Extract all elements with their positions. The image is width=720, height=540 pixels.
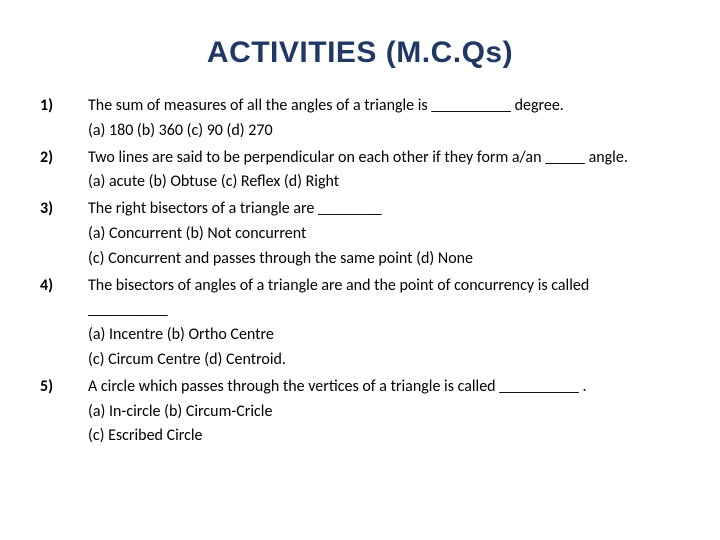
question-row: 2) Two lines are said to be perpendicula… (40, 146, 680, 196)
question-text: The sum of measures of all the angles of… (88, 94, 680, 119)
page-title: ACTIVITIES (M.C.Qs) (40, 36, 680, 70)
question-number: 2) (40, 146, 88, 171)
question-options: (c) Circum Centre (d) Centroid. (88, 348, 680, 373)
question-options: (a) In-circle (b) Circum-Cricle (88, 400, 680, 425)
question-options: (a) Incentre (b) Ortho Centre (88, 323, 680, 348)
question-text: The bisectors of angles of a triangle ar… (88, 274, 680, 299)
question-number: 5) (40, 375, 88, 400)
question-options: (a) Concurrent (b) Not concurrent (88, 222, 680, 247)
question-options: (c) Escribed Circle (88, 424, 680, 449)
question-body: A circle which passes through the vertic… (88, 375, 680, 449)
question-row: 4) The bisectors of angles of a triangle… (40, 274, 680, 373)
question-body: Two lines are said to be perpendicular o… (88, 146, 680, 196)
question-options: (a) 180 (b) 360 (c) 90 (d) 270 (88, 119, 680, 144)
question-number: 1) (40, 94, 88, 119)
question-options: (a) acute (b) Obtuse (c) Reflex (d) Righ… (88, 170, 680, 195)
question-row: 1) The sum of measures of all the angles… (40, 94, 680, 144)
question-number: 3) (40, 197, 88, 222)
question-text: A circle which passes through the vertic… (88, 375, 680, 400)
question-text: __________ (88, 298, 680, 323)
question-options: (c) Concurrent and passes through the sa… (88, 247, 680, 272)
question-body: The sum of measures of all the angles of… (88, 94, 680, 144)
question-text: The right bisectors of a triangle are __… (88, 197, 680, 222)
question-number: 4) (40, 274, 88, 299)
question-body: The right bisectors of a triangle are __… (88, 197, 680, 271)
question-text: Two lines are said to be perpendicular o… (88, 146, 680, 171)
question-body: The bisectors of angles of a triangle ar… (88, 274, 680, 373)
question-row: 3) The right bisectors of a triangle are… (40, 197, 680, 271)
question-row: 5) A circle which passes through the ver… (40, 375, 680, 449)
